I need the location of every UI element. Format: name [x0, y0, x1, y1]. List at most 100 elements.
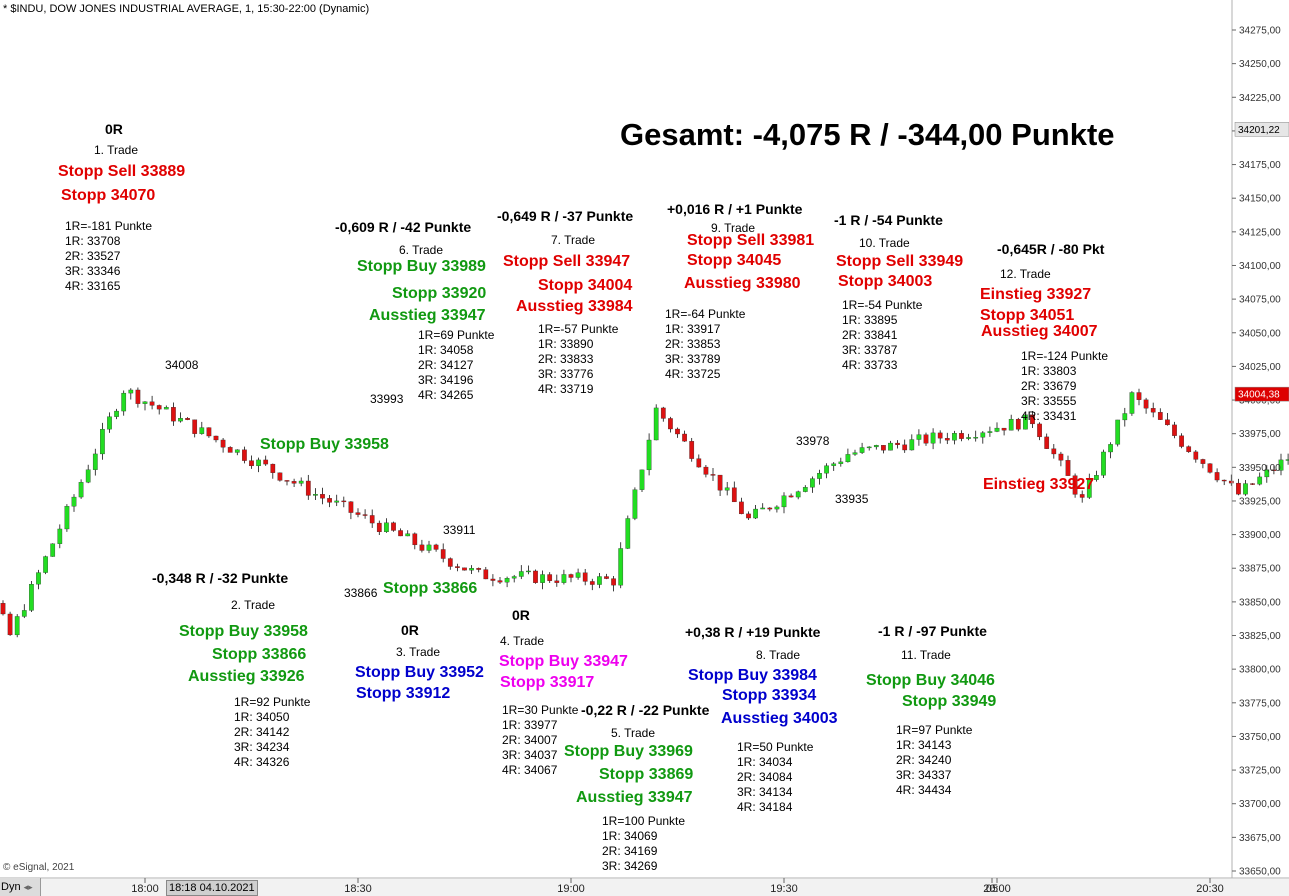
candle: [1051, 444, 1057, 459]
candle-body: [29, 584, 34, 611]
candle-body: [1243, 483, 1248, 495]
candle-body: [774, 506, 780, 510]
candle-body: [156, 405, 162, 410]
trade-level: 1R: 33977: [502, 718, 558, 732]
trade-name: 5. Trade: [611, 726, 656, 740]
candle-body: [660, 407, 666, 419]
candle: [227, 446, 233, 453]
candle: [497, 576, 503, 585]
x-tick-label: 20:30: [1196, 883, 1224, 895]
candle: [817, 469, 822, 485]
candle: [689, 437, 695, 462]
candle-body: [1186, 446, 1192, 453]
candle: [518, 565, 524, 580]
candle: [866, 446, 872, 451]
x-tick-label: 05: [986, 883, 998, 895]
candle: [71, 494, 77, 512]
candle-body: [973, 437, 979, 439]
y-tick-label: 33825,00: [1239, 631, 1281, 642]
candle: [220, 437, 226, 453]
candle: [163, 405, 169, 410]
candle: [1094, 470, 1099, 482]
trade-order: Stopp 33920: [392, 285, 487, 302]
trade-order: Ausstieg 34003: [721, 710, 838, 727]
trade-level: 2R: 34127: [418, 358, 474, 372]
candle-body: [1257, 476, 1263, 485]
trade-level: 1R=30 Punkte: [502, 703, 579, 717]
trade-level: 4R: 33719: [538, 382, 594, 396]
candle-body: [1221, 479, 1227, 482]
candle: [703, 465, 709, 478]
trade-order: Stopp 33934: [722, 687, 817, 704]
candle-body: [1015, 418, 1021, 430]
candle-body: [341, 500, 347, 503]
candle: [1136, 388, 1142, 406]
y-tick-label: 34225,00: [1239, 93, 1281, 104]
trade-level: 4R: 33725: [665, 367, 721, 381]
candle: [902, 439, 908, 453]
trade-order: Stopp 34051: [980, 307, 1075, 324]
candle-body: [1193, 451, 1199, 460]
mode-button[interactable]: Dyn ◂▸: [0, 878, 41, 896]
time-axis: 18:0018:3019:0019:3020:0020:3021:0021:30…: [0, 877, 1289, 896]
candle-body: [334, 500, 340, 503]
candle: [462, 567, 467, 571]
candle-body: [1001, 427, 1007, 431]
y-tick-label: 34275,00: [1239, 26, 1281, 37]
candle-body: [561, 574, 567, 583]
symbol-line: * $INDU, DOW JONES INDUSTRIAL AVERAGE, 1…: [3, 3, 370, 15]
x-tick-label: 20:00: [983, 883, 1011, 895]
candle-body: [959, 433, 964, 439]
candle-body: [710, 474, 716, 476]
candle: [1186, 445, 1192, 453]
candle: [156, 404, 162, 415]
candle-body: [518, 571, 524, 577]
candle: [476, 567, 482, 573]
candle-body: [831, 463, 837, 466]
trade-order: Stopp Buy 33958: [179, 623, 308, 640]
trade-result: 0R: [401, 622, 419, 638]
trade-order: Stopp Sell 33981: [687, 232, 815, 249]
candle-body: [604, 576, 609, 579]
candle-body: [163, 407, 169, 410]
candle-body: [568, 574, 574, 578]
trade-level: 4R: 33733: [842, 358, 898, 372]
candle-body: [810, 478, 815, 488]
candle: [668, 416, 673, 433]
candle: [85, 464, 91, 484]
candle-body: [1065, 460, 1071, 476]
candle-body: [391, 522, 396, 531]
candle-body: [135, 389, 141, 404]
candle-body: [1023, 414, 1028, 430]
candle: [249, 455, 254, 469]
y-tick-label: 33725,00: [1239, 766, 1281, 777]
candle: [1122, 407, 1128, 427]
candle: [852, 449, 858, 456]
candle: [1108, 442, 1113, 459]
candle: [873, 444, 879, 450]
candle: [781, 492, 787, 514]
trade-level: 2R: 33853: [665, 337, 721, 351]
trade-level: 1R=-124 Punkte: [1021, 349, 1109, 363]
trade-level: 1R: 33708: [65, 234, 121, 248]
candle-body: [178, 418, 183, 422]
candle: [916, 429, 922, 446]
trade-level: 1R: 33803: [1021, 364, 1077, 378]
y-tick-label: 33875,00: [1239, 564, 1281, 575]
candle: [426, 540, 432, 554]
candle: [29, 581, 34, 612]
candle-body: [1030, 414, 1035, 425]
trade-level: 1R=100 Punkte: [602, 814, 686, 828]
candle-body: [1115, 419, 1121, 445]
candle-body: [952, 433, 957, 441]
candle-body: [554, 580, 560, 583]
candle: [455, 563, 460, 572]
candle-body: [852, 452, 858, 455]
candle-body: [476, 568, 482, 570]
candle: [966, 433, 971, 441]
candle: [824, 463, 829, 479]
candle: [511, 574, 517, 583]
candle-body: [497, 580, 503, 583]
candle-body: [632, 489, 638, 519]
